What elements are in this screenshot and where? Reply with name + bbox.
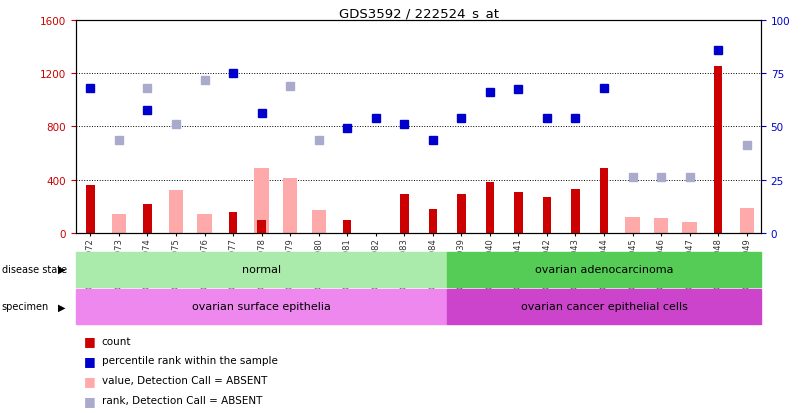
Bar	[447, 289, 761, 324]
Text: disease state: disease state	[2, 264, 66, 275]
Text: ■: ■	[84, 394, 96, 407]
Bar	[283, 178, 297, 233]
Bar	[343, 220, 352, 233]
Text: ■: ■	[84, 354, 96, 367]
Text: value, Detection Call = ABSENT: value, Detection Call = ABSENT	[102, 375, 267, 385]
Text: rank, Detection Call = ABSENT: rank, Detection Call = ABSENT	[102, 395, 262, 405]
Text: percentile rank within the sample: percentile rank within the sample	[102, 356, 278, 366]
Text: normal: normal	[242, 264, 281, 275]
Bar	[600, 168, 608, 233]
Bar	[457, 195, 465, 233]
Bar	[571, 190, 580, 233]
Bar	[714, 67, 723, 233]
Bar	[312, 210, 326, 233]
Text: ■: ■	[84, 374, 96, 387]
Bar	[542, 197, 551, 233]
Text: ▶: ▶	[58, 264, 66, 275]
Bar	[514, 192, 523, 233]
Text: specimen: specimen	[2, 301, 49, 312]
Text: ovarian surface epithelia: ovarian surface epithelia	[192, 301, 331, 312]
Bar	[682, 223, 697, 233]
Bar	[739, 208, 754, 233]
Text: ■: ■	[84, 334, 96, 347]
Bar	[447, 252, 761, 287]
Bar	[112, 215, 126, 233]
Bar	[143, 204, 151, 233]
Bar	[400, 195, 409, 233]
Text: count: count	[102, 336, 131, 346]
Text: ▶: ▶	[58, 301, 66, 312]
Text: ovarian cancer epithelial cells: ovarian cancer epithelial cells	[521, 301, 687, 312]
Bar	[626, 217, 640, 233]
Bar	[76, 252, 447, 287]
Title: GDS3592 / 222524_s_at: GDS3592 / 222524_s_at	[339, 7, 498, 19]
Bar	[255, 168, 268, 233]
Bar	[169, 191, 183, 233]
Bar	[257, 220, 266, 233]
Bar	[229, 213, 237, 233]
Bar	[76, 289, 447, 324]
Bar	[654, 219, 668, 233]
Bar	[197, 214, 211, 233]
Text: ovarian adenocarcinoma: ovarian adenocarcinoma	[535, 264, 674, 275]
Bar	[485, 183, 494, 233]
Bar	[86, 185, 95, 233]
Bar	[429, 209, 437, 233]
